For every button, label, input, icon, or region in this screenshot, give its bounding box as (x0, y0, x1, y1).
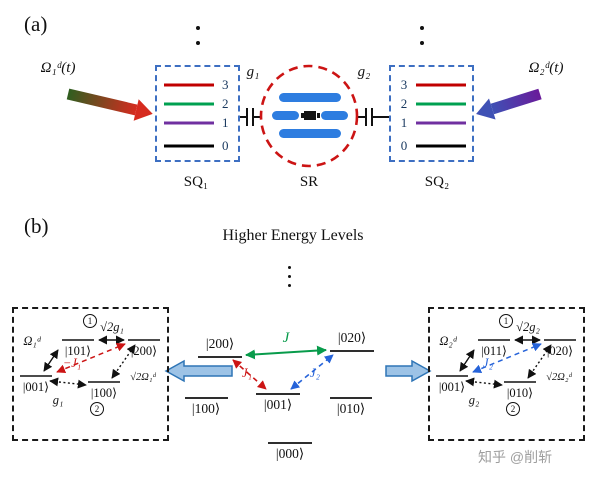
ellipsis-dot (288, 284, 291, 287)
ellipsis-dot (288, 266, 291, 269)
watermark: 知乎 @削斩 (478, 449, 553, 465)
ellipsis-dot (420, 26, 424, 30)
j-coupling-arrow (245, 345, 327, 360)
qubit1-level-number: 0 (222, 138, 229, 153)
omega2-arrow (459, 349, 475, 372)
qubit2-level-number: 3 (400, 77, 408, 92)
qubit2-level-number: 1 (400, 115, 408, 130)
panel-b-label: (b) (24, 214, 49, 238)
g2-box-label: g₂ (468, 393, 480, 407)
qubit2-level-number: 0 (400, 138, 408, 153)
j1-coupling-arrow (232, 359, 267, 390)
qubit1-level-number: 1 (222, 115, 229, 130)
step-2-badge: 2 (506, 402, 520, 416)
minus-j1-arrow (56, 342, 126, 374)
ket-101-label: |101⟩ (64, 344, 92, 358)
qubit1-level-lines (164, 83, 214, 148)
qubit1-level-number: 2 (222, 96, 229, 111)
ket-200-label: |200⟩ (205, 336, 235, 351)
g2-arrow (465, 377, 503, 389)
g1-box-label: g₁ (52, 393, 64, 407)
sqrt2omega2-label: √2Ω₂ᵈ (546, 372, 572, 383)
ellipsis-dot (196, 26, 200, 30)
ket-020-box-label: |020⟩ (546, 344, 574, 358)
ellipsis-dot (288, 275, 291, 278)
higher-energy-title: Higher Energy Levels (222, 227, 364, 244)
omega2-label: Ω₂ᵈ (439, 334, 457, 348)
block-arrow-left (164, 359, 233, 383)
pump-arrow-right (476, 88, 542, 120)
ket-001-box2-label: |001⟩ (438, 380, 466, 394)
coupling-g2-label: g₂ (357, 64, 371, 80)
step-1-badge: 1 (499, 314, 513, 328)
step-1-badge: 1 (83, 314, 97, 328)
ellipsis-dot (420, 41, 424, 45)
resonator-circle (259, 64, 359, 168)
ket-010-box-label: |010⟩ (506, 386, 534, 400)
qubit2-box (389, 65, 474, 162)
capacitor-symbol-right (356, 108, 389, 126)
ket-010-label: |010⟩ (336, 401, 366, 416)
sr-caption: SR (299, 174, 319, 190)
center-level-lines (185, 350, 374, 444)
ket-000-label: |000⟩ (275, 446, 305, 461)
ket-100-label: |100⟩ (191, 401, 221, 416)
j1-coupling-label: J₁ (242, 366, 252, 380)
step-2-badge: 2 (90, 402, 104, 416)
qubit2-level-number: 2 (400, 96, 408, 111)
right-process-box (428, 307, 585, 441)
minus-j1-label: −J₁ (62, 356, 82, 370)
j-coupling-label: J (282, 330, 290, 346)
qubit1-level-number: 3 (222, 77, 229, 92)
ket-011-label: |011⟩ (481, 344, 507, 358)
ket-001-box-label: |001⟩ (22, 380, 50, 394)
omega1-arrow (43, 349, 59, 372)
left-box-level-lines (20, 339, 160, 383)
j2-box-label: J₂ (483, 356, 493, 370)
omega1-label: Ω₁ᵈ (23, 334, 41, 348)
j2-coupling-arrow (290, 354, 334, 390)
resonator-bars (272, 93, 348, 138)
drive-right-label: Ω₂ᵈ(t) (528, 60, 564, 76)
ket-200-box-label: |200⟩ (130, 344, 158, 358)
coupling-g1-label: g₁ (246, 64, 260, 80)
block-arrow-right (385, 359, 432, 383)
qubit1-box (155, 65, 240, 162)
qubit2-level-lines (416, 83, 466, 148)
ellipsis-dot (196, 41, 200, 45)
sq2-caption: SQ₂ (424, 174, 450, 190)
sqrt2g1-label: √2g₁ (100, 320, 124, 334)
ket-001-label: |001⟩ (263, 397, 293, 412)
j2-box-arrow (472, 342, 542, 374)
pump-arrow-left (66, 88, 153, 121)
left-process-box (12, 307, 169, 441)
g1-arrow (49, 377, 87, 389)
drive-left-label: Ω₁ᵈ(t) (40, 60, 76, 76)
ket-020-label: |020⟩ (337, 330, 367, 345)
right-box-level-lines (436, 339, 576, 383)
ket-100-box-label: |100⟩ (90, 386, 118, 400)
panel-a-label: (a) (24, 12, 48, 36)
sqrt2g2-label: √2g₂ (516, 320, 540, 334)
capacitor-symbol-left (240, 108, 262, 126)
sqrt2omega1-label: √2Ω₁ᵈ (130, 372, 156, 383)
j2-coupling-label: J₂ (310, 366, 320, 380)
sq1-caption: SQ₁ (183, 174, 209, 190)
